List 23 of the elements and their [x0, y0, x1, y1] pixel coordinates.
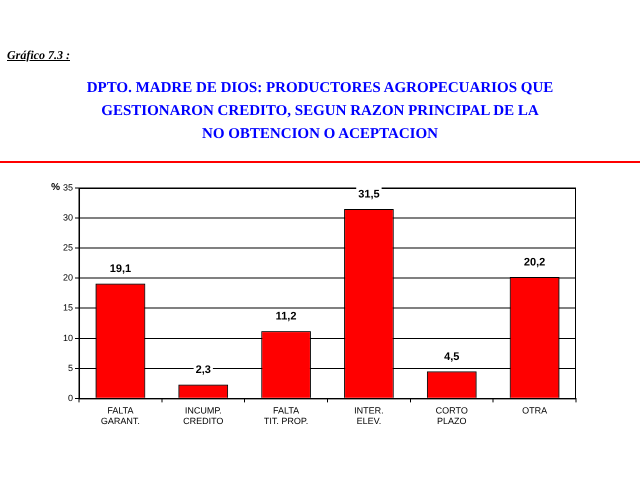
y-tick-label: 25	[62, 242, 74, 253]
data-label: 19,1	[110, 263, 132, 276]
data-label: 2,3	[196, 364, 211, 376]
text: Gráfico 7.3 :	[7, 48, 70, 63]
y-tick-label: 15	[62, 302, 74, 313]
y-tick-label: 20	[62, 272, 74, 283]
x-tick-label: FALTA TIT. PROP.	[264, 405, 308, 426]
y-tick-label: 10	[62, 332, 74, 343]
x-tick-label: OTRA	[522, 405, 548, 416]
data-label: 20,2	[524, 256, 546, 268]
data-label: 31,5	[358, 188, 380, 201]
chart-title: DPTO. MADRE DE DIOS: PRODUCTORES AGROPECUARIOS QUE GESTIONARON CREDITO, SEGUN RAZON PRINCIPAL DE LA NO OBTENCION O ACEPTACION	[86, 79, 554, 144]
y-tick-label: 5	[68, 362, 74, 373]
y-tick-label: 30	[62, 212, 74, 223]
x-tick-label: FALTA GARANT.	[100, 405, 140, 426]
data-label: 11,2	[276, 310, 296, 323]
y-axis-title: %	[51, 182, 60, 193]
x-tick-label: INTER. ELEV.	[354, 405, 384, 426]
x-tick-label: CORTO PLAZO	[436, 405, 468, 426]
data-label: 4,5	[444, 350, 460, 363]
x-tick-label: INCUMP. CREDITO	[183, 405, 224, 426]
y-tick-label: 0	[68, 392, 74, 403]
y-tick-label: 35	[62, 182, 74, 192]
